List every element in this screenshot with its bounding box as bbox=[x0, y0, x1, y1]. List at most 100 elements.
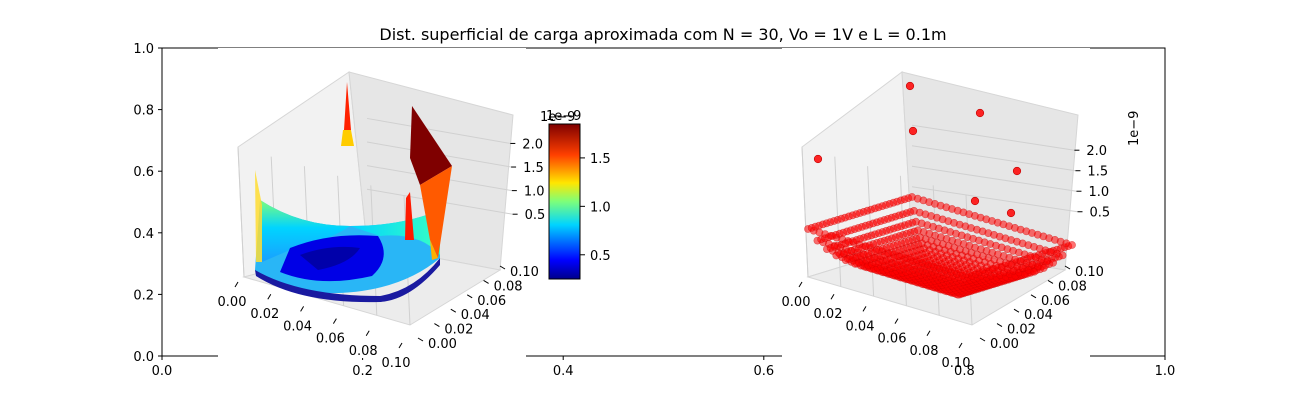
grid-line-z bbox=[911, 145, 1076, 172]
y-tick-label: 0.10 bbox=[1075, 265, 1104, 280]
outer-x-tick-label: 0.8 bbox=[954, 364, 975, 379]
x-tick-label: 0.00 bbox=[782, 295, 811, 310]
surface-z-offset-label: 1e−9 bbox=[540, 110, 575, 125]
z-tick-label: 0.5 bbox=[525, 208, 546, 223]
x-tick-mark bbox=[926, 330, 931, 337]
outer-x-tick-label: 0.0 bbox=[152, 364, 173, 379]
y-tick-label: 0.08 bbox=[494, 279, 523, 294]
y-tick-mark bbox=[499, 265, 506, 270]
colorbar-tick-label: 1.5 bbox=[590, 152, 611, 167]
scatter-point-outlier bbox=[813, 154, 823, 164]
outer-y-tick-label: 0.6 bbox=[133, 165, 154, 180]
grid-line-x bbox=[237, 146, 245, 278]
x-tick-mark bbox=[234, 281, 239, 288]
scatter-z-offset-label: 1e−9 bbox=[1127, 111, 1142, 146]
y-tick-mark bbox=[1030, 294, 1037, 299]
x-tick-label: 0.06 bbox=[316, 332, 345, 347]
x-tick-label: 0.08 bbox=[910, 344, 939, 359]
outer-y-tick-label: 0.8 bbox=[133, 104, 154, 119]
x-tick-label: 0.10 bbox=[382, 356, 411, 371]
x-tick-label: 0.06 bbox=[878, 332, 907, 347]
surface-spike-back bbox=[344, 82, 351, 130]
scatter-point-outlier bbox=[908, 126, 918, 136]
y-tick-mark bbox=[466, 294, 473, 299]
y-tick-label: 0.00 bbox=[428, 337, 457, 352]
x-tick-mark bbox=[365, 330, 370, 337]
z-tick-label: 1.5 bbox=[523, 161, 544, 176]
y-tick-label: 0.02 bbox=[1007, 323, 1036, 338]
y-tick-label: 0.04 bbox=[461, 308, 490, 323]
z-tick-label: 2.0 bbox=[522, 137, 543, 152]
x-tick-mark bbox=[894, 318, 899, 324]
surface-left-wall bbox=[260, 200, 350, 262]
x-tick-mark bbox=[267, 293, 272, 300]
surface-corner-face bbox=[420, 166, 452, 258]
grid-line-z bbox=[911, 186, 1078, 213]
surface-x-ticks: 0.000.02 0.04 0.06 0.08 0.10 bbox=[218, 281, 411, 371]
scatter-y-ticks: 0.000.020.040.060.080.10 bbox=[979, 265, 1104, 352]
y-tick-label: 0.06 bbox=[477, 294, 506, 309]
z-tick-label: 0.5 bbox=[1089, 206, 1110, 221]
y-tick-mark bbox=[1047, 279, 1054, 284]
surface-spike-back-base bbox=[341, 130, 354, 146]
z-tick-label: 1.0 bbox=[1088, 185, 1109, 200]
outer-x-tick-label: 0.4 bbox=[553, 364, 574, 379]
x-tick-mark bbox=[332, 318, 337, 324]
grid-line-z bbox=[366, 117, 511, 144]
scatter-point bbox=[1039, 264, 1048, 272]
outer-x-tick-label: 0.2 bbox=[352, 364, 373, 379]
y-tick-mark bbox=[417, 337, 424, 342]
scatter-z-ticks: 0.5 1.0 1.5 2.0 bbox=[1074, 144, 1110, 221]
x-tick-label: 0.04 bbox=[846, 319, 875, 334]
outer-y-tick-label: 1.0 bbox=[133, 42, 154, 57]
z-tick-label: 1.0 bbox=[524, 185, 545, 200]
outer-x-ticks: 0.0 0.2 0.4 0.6 0.8 1.0 bbox=[152, 356, 1176, 379]
z-tick-label: 2.0 bbox=[1086, 144, 1107, 159]
y-tick-label: 0.04 bbox=[1024, 308, 1053, 323]
x-tick-mark bbox=[798, 281, 803, 288]
chart-title: Dist. superficial de carga aproximada co… bbox=[379, 25, 946, 44]
y-tick-mark bbox=[1064, 265, 1071, 270]
scatter-point bbox=[1049, 258, 1057, 267]
x-tick-mark bbox=[862, 306, 867, 312]
outer-x-tick-label: 0.6 bbox=[753, 364, 774, 379]
surface-floor-center bbox=[300, 246, 360, 270]
x-tick-mark bbox=[958, 342, 963, 349]
outer-x-tick-label: 1.0 bbox=[1155, 364, 1176, 379]
y-tick-label: 0.02 bbox=[444, 323, 473, 338]
y-tick-label: 0.00 bbox=[990, 337, 1019, 352]
x-tick-label: 0.08 bbox=[349, 344, 378, 359]
x-tick-label: 0.02 bbox=[814, 307, 843, 322]
x-tick-label: 0.00 bbox=[218, 295, 247, 310]
x-tick-label: 0.10 bbox=[942, 356, 971, 371]
surface-spike-front bbox=[405, 192, 414, 240]
scatter-point-outlier bbox=[975, 108, 985, 118]
y-tick-mark bbox=[979, 337, 986, 342]
scatter-point-outlier bbox=[1006, 208, 1016, 218]
surface-front-edge bbox=[255, 258, 440, 303]
surface-corner-peak bbox=[410, 106, 452, 185]
colorbar-tick-label: 0.5 bbox=[590, 249, 611, 264]
surface-y-ticks: 0.000.020.040.060.080.10 bbox=[417, 265, 539, 352]
surface-z-ticks: 0.5 1.0 1.5 2.0 bbox=[510, 137, 545, 223]
scatter-point bbox=[1068, 241, 1076, 249]
colorbar: 0.5 1.0 1.5 1e−9 bbox=[546, 109, 611, 280]
surface-3d-axes: 0.000.020.040.060.080.10 0.000.020.040.0… bbox=[218, 71, 575, 371]
x-tick-label: 0.02 bbox=[250, 307, 279, 322]
surface-left-edge bbox=[255, 170, 262, 262]
y-tick-mark bbox=[434, 323, 440, 328]
y-tick-mark bbox=[450, 308, 457, 313]
outer-axes-frame bbox=[161, 47, 1166, 357]
x-tick-label: 0.04 bbox=[283, 319, 312, 334]
y-tick-label: 0.06 bbox=[1041, 294, 1070, 309]
scatter-points bbox=[804, 81, 1076, 299]
scatter-point bbox=[1058, 251, 1067, 260]
grid-line-x bbox=[801, 146, 809, 278]
x-tick-mark bbox=[830, 293, 835, 300]
y-tick-label: 0.10 bbox=[510, 265, 539, 280]
scatter-point-outlier bbox=[1012, 166, 1022, 176]
y-tick-mark bbox=[483, 279, 489, 284]
y-tick-label: 0.08 bbox=[1058, 279, 1087, 294]
surface-corner-tip bbox=[430, 240, 438, 260]
